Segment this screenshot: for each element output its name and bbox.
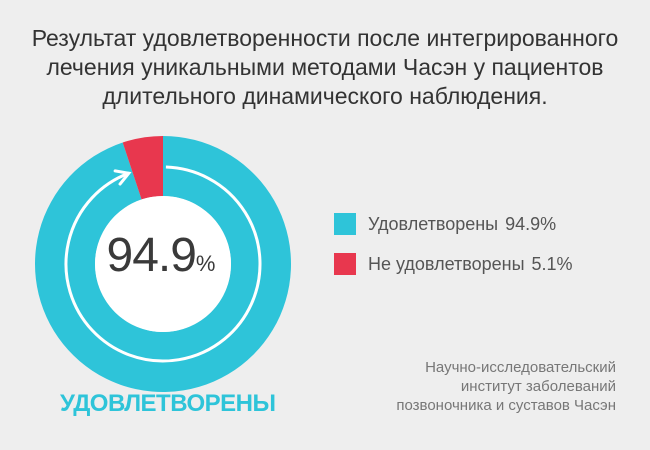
source-line-3: позвоночника и суставов Часэн bbox=[396, 397, 616, 414]
legend-label-unsatisfied: Не удовлетворены bbox=[368, 253, 525, 274]
arrow-icon bbox=[113, 169, 132, 186]
center-value: 94.9% bbox=[96, 228, 226, 283]
legend-item-satisfied: Удовлетворены 94.9% bbox=[334, 204, 573, 244]
chart-title: Результат удовлетворенности после интегр… bbox=[10, 24, 640, 111]
title-line-1: Результат удовлетворенности после интегр… bbox=[31, 25, 619, 51]
title-line-2: лечения уникальными методами Часэн у пац… bbox=[46, 54, 604, 80]
legend-label-satisfied: Удовлетворены bbox=[368, 213, 499, 234]
legend-item-unsatisfied: Не удовлетворены 5.1% bbox=[334, 244, 573, 284]
title-line-3: длительного динамического наблюдения. bbox=[102, 83, 548, 109]
donut-slice-0 bbox=[34, 136, 292, 393]
progress-arc bbox=[64, 165, 262, 363]
donut-center-disc bbox=[95, 196, 231, 332]
center-value-number: 94.9 bbox=[106, 229, 197, 282]
legend-value-unsatisfied: 5.1% bbox=[531, 253, 573, 274]
legend-swatch-unsatisfied bbox=[334, 253, 356, 275]
donut-slice-1 bbox=[122, 136, 163, 200]
legend-value-satisfied: 94.9% bbox=[505, 213, 557, 234]
summary-label: УДОВЛЕТВОРЕНЫ bbox=[60, 390, 276, 417]
source-note: Научно-исследовательский институт заболе… bbox=[316, 358, 616, 415]
legend: Удовлетворены 94.9% Не удовлетворены 5.1… bbox=[334, 204, 573, 284]
source-line-1: Научно-исследовательский bbox=[425, 359, 616, 376]
source-line-2: институт заболеваний bbox=[460, 378, 616, 395]
center-value-unit: % bbox=[195, 251, 216, 276]
legend-swatch-satisfied bbox=[334, 213, 356, 235]
